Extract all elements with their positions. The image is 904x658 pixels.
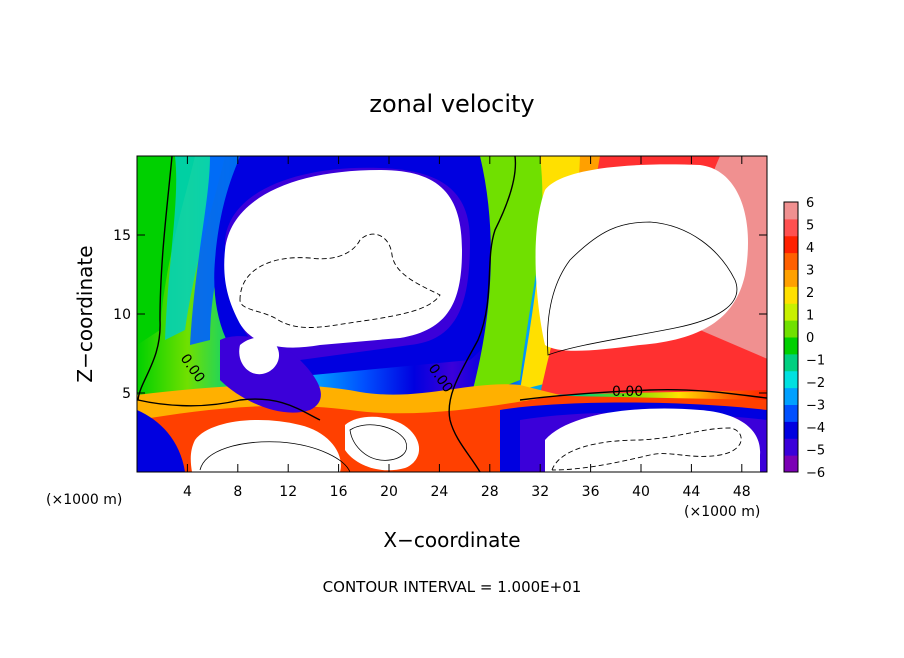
x-tick-label: 44 xyxy=(682,484,700,500)
contour-right-thin xyxy=(547,221,738,356)
field-mid-green xyxy=(470,156,560,400)
colorbar-tick-label: −6 xyxy=(806,466,825,481)
colorbar-swatch xyxy=(784,353,798,372)
colorbar-swatch xyxy=(784,370,798,389)
white-blob-upper xyxy=(224,170,462,348)
colorbar-swatch xyxy=(784,286,798,304)
colorbar-swatch xyxy=(784,320,798,338)
colorbar-tick-label: 4 xyxy=(806,241,814,256)
colorbar-swatch xyxy=(784,303,798,321)
colorbar-swatch xyxy=(784,252,798,270)
colorbar xyxy=(783,201,799,473)
white-blob-right xyxy=(535,164,748,351)
colorbar-tick-label: 6 xyxy=(806,196,814,211)
white-blob-lower-left xyxy=(190,420,341,472)
white-blob-lower-right xyxy=(545,408,761,472)
colorbar-tick-label: −3 xyxy=(806,399,825,414)
x-tick-label: 20 xyxy=(380,484,398,500)
x-tick-label: 40 xyxy=(632,484,650,500)
colorbar-swatch xyxy=(784,235,798,254)
x-tick-label: 24 xyxy=(430,484,448,500)
white-blob-small xyxy=(239,337,280,375)
x-tick-label: 28 xyxy=(481,484,499,500)
field-left-blue xyxy=(190,156,260,345)
colorbar-swatch xyxy=(784,269,798,287)
x-unit-left: (×1000 m) xyxy=(46,492,122,508)
x-tick-label: 32 xyxy=(531,484,549,500)
colorbar-swatch xyxy=(784,387,798,405)
field-lower-left-blue xyxy=(137,410,185,472)
colorbar-tick-label: 0 xyxy=(806,331,814,346)
contour-lower-mid-thin xyxy=(349,424,407,461)
colorbar-labels: 6 5 4 3 2 1 0 −1 −2 −3 −4 −5 −6 xyxy=(806,196,825,481)
colorbar-swatch xyxy=(784,337,798,355)
y-tick-label: 15 xyxy=(113,228,131,244)
colorbar-swatch xyxy=(784,421,798,439)
y-axis-label: Z−coordinate xyxy=(73,245,97,382)
colorbar-swatch xyxy=(784,455,798,473)
x-tick-label: 12 xyxy=(279,484,297,500)
colorbar-tick-label: −5 xyxy=(806,444,825,459)
colorbar-frame xyxy=(783,201,799,473)
colorbar-tick-label: 2 xyxy=(806,286,814,301)
contour-label-3: 0.00 xyxy=(612,384,643,400)
x-unit-right: (×1000 m) xyxy=(684,504,760,520)
colorbar-swatch xyxy=(784,438,798,456)
y-tick-label: 5 xyxy=(122,386,131,402)
contour-zero-left xyxy=(137,156,321,421)
colorbar-tick-label: −4 xyxy=(806,421,825,436)
x-axis-ticks: 4 8 12 16 20 24 28 32 36 40 44 48 xyxy=(183,156,751,500)
colorbar-tick-label: −2 xyxy=(806,376,825,391)
colorbar-tick-label: 5 xyxy=(806,219,814,234)
contour-lower-left-thin xyxy=(199,441,351,472)
x-axis-label: X−coordinate xyxy=(383,528,520,552)
x-tick-label: 4 xyxy=(183,484,192,500)
colorbar-swatch xyxy=(784,404,798,422)
colorbar-swatch xyxy=(784,202,798,220)
x-tick-label: 36 xyxy=(582,484,600,500)
contour-zero-right xyxy=(519,388,767,401)
colorbar-tick-label: 1 xyxy=(806,309,814,324)
colorbar-swatch xyxy=(784,218,798,237)
y-axis-ticks: 5 10 15 xyxy=(113,228,767,402)
colorbar-tick-label: 3 xyxy=(806,264,814,279)
contour-dashed-lower-right xyxy=(551,427,742,471)
contour-interval-footer: CONTOUR INTERVAL = 1.000E+01 xyxy=(323,578,582,596)
y-tick-label: 10 xyxy=(113,307,131,323)
colorbar-tick-label: −1 xyxy=(806,354,825,369)
chart-title: zonal velocity xyxy=(369,90,534,118)
contour-zero-mid xyxy=(448,156,517,472)
x-tick-label: 16 xyxy=(330,484,348,500)
x-tick-label: 48 xyxy=(733,484,751,500)
x-tick-label: 8 xyxy=(233,484,242,500)
contour-dashed-upper xyxy=(239,233,441,328)
heatmap-field xyxy=(137,156,767,472)
